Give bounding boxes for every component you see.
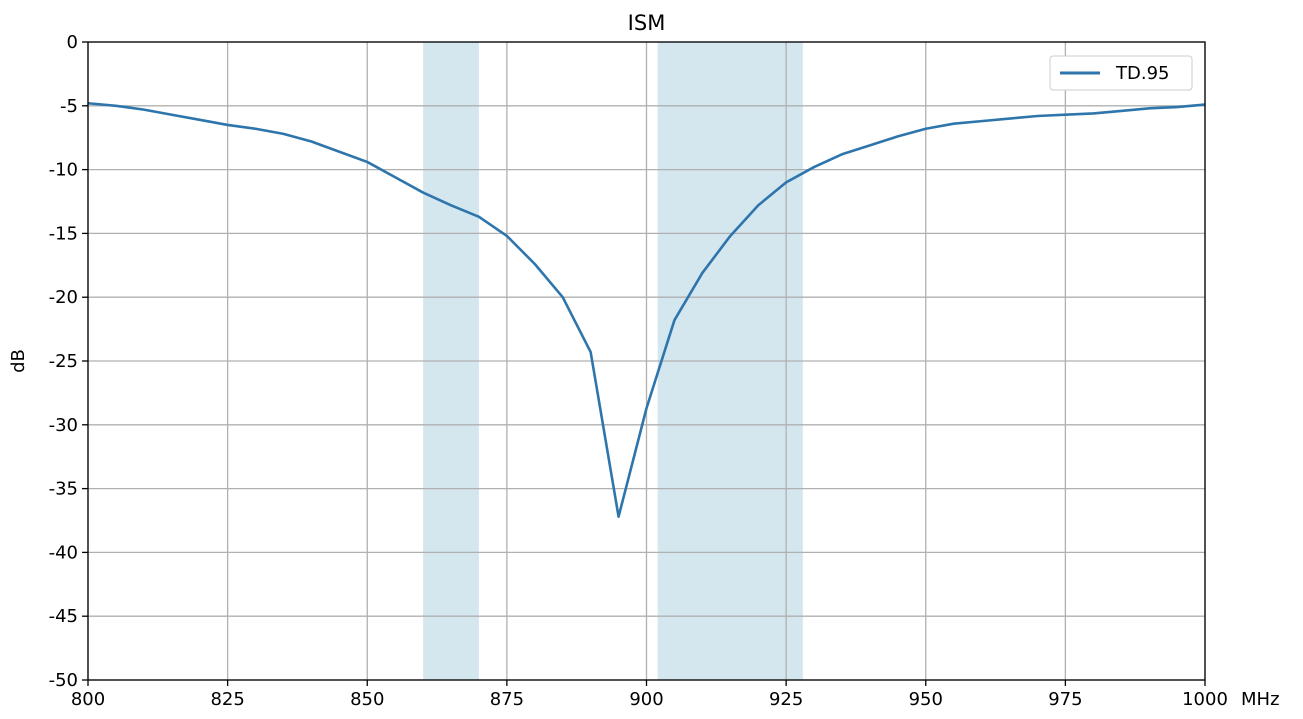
y-tick-label: -20 [49, 287, 78, 308]
y-axis-ticks: 0 -5 -10 -15 -20 -25 -30 -35 -40 -45 -50 [49, 32, 88, 691]
x-axis-ticks: 800 825 850 875 900 925 950 975 1000 [71, 680, 1228, 710]
grid-lines [87, 41, 1206, 681]
x-tick-label: 800 [71, 689, 105, 710]
series-line-0 [87, 101, 1206, 518]
y-tick-label: -15 [49, 223, 78, 244]
series-lines [87, 101, 1206, 518]
legend-box [1049, 55, 1193, 91]
y-tick-label: -50 [49, 670, 78, 691]
y-tick-label: -5 [60, 96, 78, 117]
y-tick-label: -35 [49, 479, 78, 500]
y-tick-label: -30 [49, 415, 78, 436]
x-tick-label: 850 [350, 689, 384, 710]
y-tick-label: 0 [67, 32, 78, 53]
x-tick-label: 1000 [1182, 689, 1228, 710]
x-tick-label: 925 [769, 689, 803, 710]
x-tick-label: 875 [490, 689, 524, 710]
y-tick-label: -45 [49, 606, 78, 627]
x-tick-label: 900 [629, 689, 663, 710]
legend: TD.95 [1049, 55, 1193, 91]
y-tick-label: -10 [49, 160, 78, 181]
x-tick-label: 825 [210, 689, 244, 710]
y-tick-label: -40 [49, 542, 78, 563]
chart-title: ISM [628, 11, 666, 35]
x-axis-label: MHz [1241, 689, 1280, 710]
y-tick-label: -25 [49, 351, 78, 372]
y-axis-label: dB [8, 349, 29, 373]
legend-label: TD.95 [1115, 63, 1169, 84]
x-tick-label: 950 [909, 689, 943, 710]
x-tick-label: 975 [1048, 689, 1082, 710]
